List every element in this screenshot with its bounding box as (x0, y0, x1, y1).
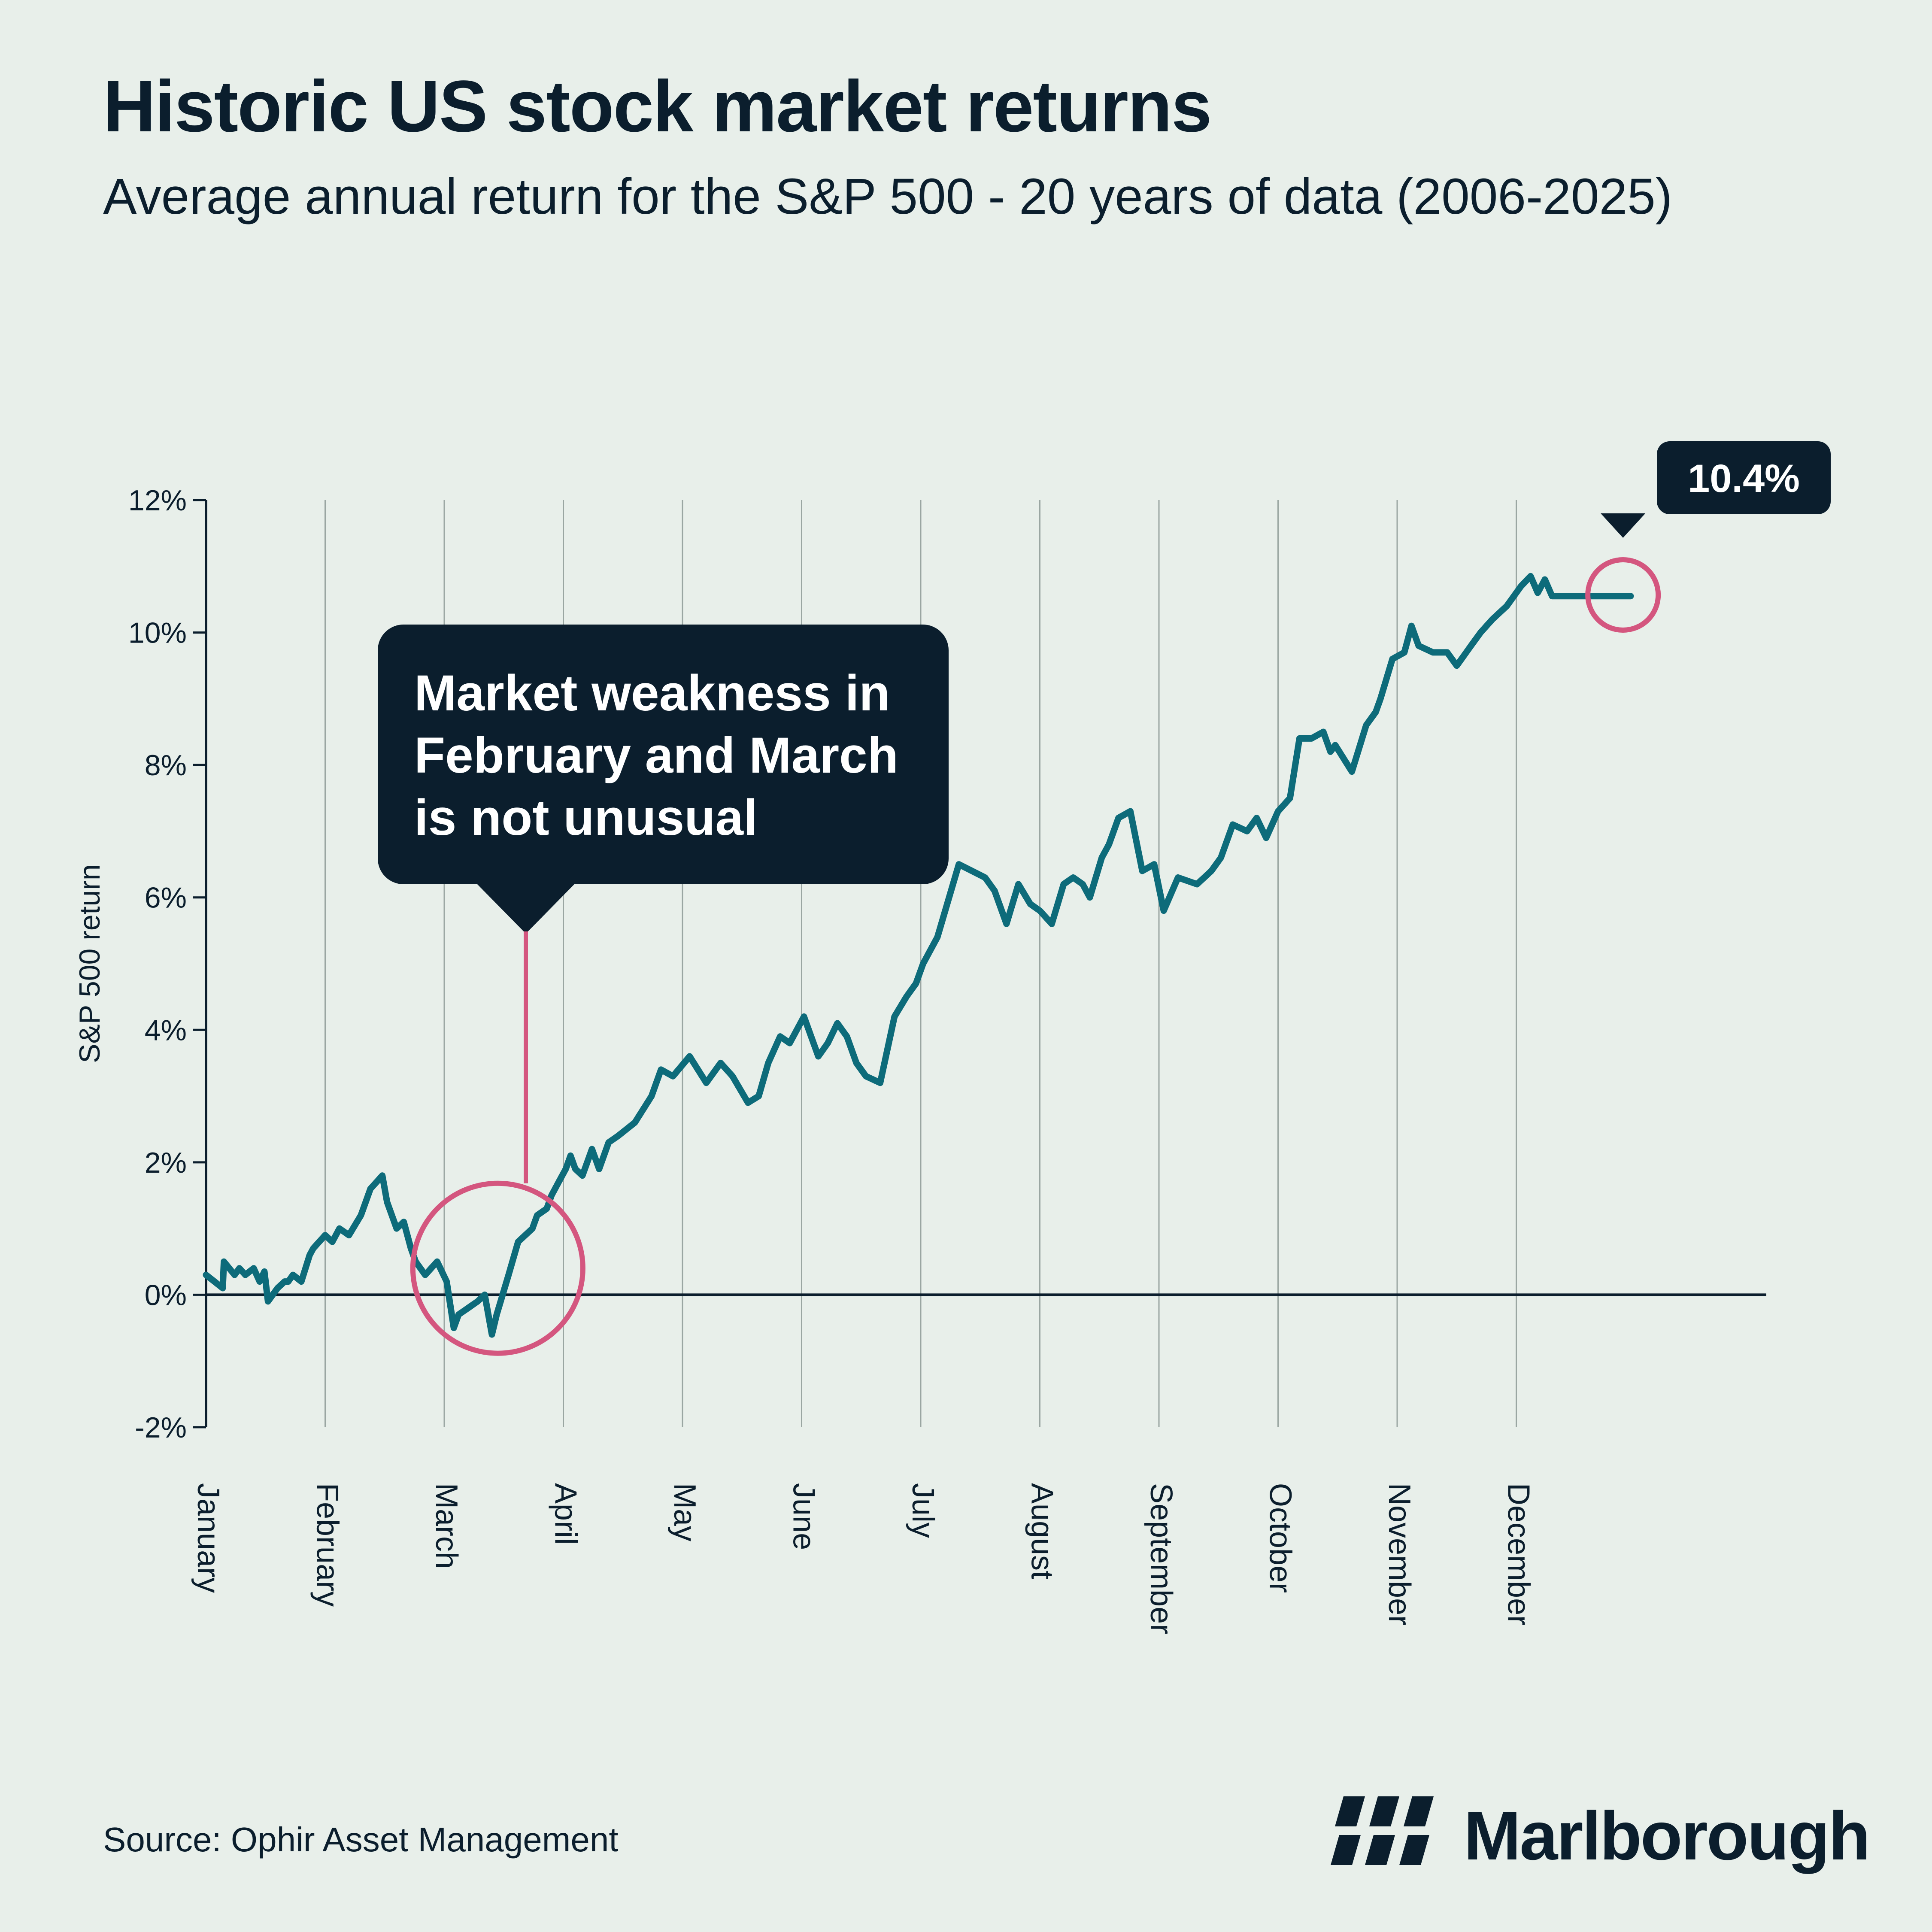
x-tick-label: January (191, 1483, 225, 1593)
marlborough-stripes-icon (1331, 1796, 1434, 1865)
y-tick-label: 2% (145, 1146, 187, 1179)
chart-title: Historic US stock market returns (103, 66, 1212, 147)
callout-box (378, 625, 949, 884)
y-tick-label: 0% (145, 1279, 187, 1311)
x-tick-label: November (1382, 1483, 1416, 1626)
x-tick-label: April (548, 1483, 582, 1545)
x-tick-label: May (667, 1483, 702, 1541)
x-tick-label: June (786, 1483, 821, 1550)
y-axis-title: S&P 500 return (73, 864, 106, 1063)
callout-text-line: Market weakness in (414, 665, 890, 722)
x-tick-label: February (310, 1483, 344, 1607)
value-badge-pointer (1601, 513, 1646, 538)
brand-logo: Marlborough (1326, 1792, 1871, 1878)
highlight-circle (410, 1180, 585, 1356)
source-note: Source: Ophir Asset Management (103, 1820, 619, 1859)
x-tick-label: March (429, 1483, 464, 1569)
value-badge (1657, 441, 1831, 514)
x-tick-label: September (1144, 1483, 1178, 1634)
y-tick-label: 12% (128, 484, 187, 517)
endpoint-circle (1585, 557, 1661, 633)
x-tick-label: July (906, 1483, 940, 1538)
chart-subtitle: Average annual return for the S&P 500 - … (103, 168, 1673, 225)
y-tick-label: 4% (145, 1014, 187, 1046)
callout-text-line: February and March (414, 727, 898, 784)
y-tick-label: 10% (128, 617, 187, 649)
x-tick-label: August (1025, 1483, 1059, 1579)
series-line (203, 573, 1634, 1338)
y-tick-label: 6% (145, 882, 187, 914)
brand-name: Marlborough (1464, 1797, 1871, 1874)
x-tick-label: October (1263, 1483, 1297, 1593)
callout-text-line: is not unusual (414, 789, 758, 846)
y-tick-label: 8% (145, 749, 187, 782)
x-tick-label: December (1501, 1483, 1535, 1626)
y-tick-label: -2% (135, 1411, 187, 1444)
callout-pointer (476, 883, 575, 934)
value-badge-label: 10.4% (1688, 457, 1800, 500)
